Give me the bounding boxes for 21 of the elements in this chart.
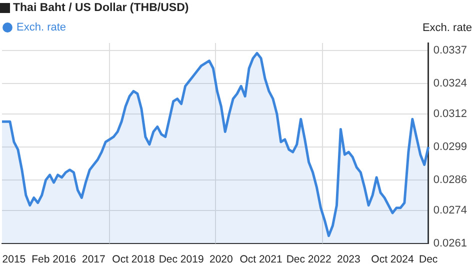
legend-label: Exch. rate	[16, 22, 66, 34]
x-tick-label: 2015	[2, 254, 26, 266]
x-tick-label: 2020	[209, 254, 233, 266]
x-tick-label: Dec	[419, 254, 438, 266]
y-tick-label: 0.0337	[433, 44, 468, 57]
x-tick-label: Oct 2021	[240, 254, 282, 266]
y-tick-label: 0.0274	[433, 204, 468, 216]
y-tick-label: 0.0324	[433, 78, 468, 90]
x-tick-label: 2017	[82, 254, 106, 266]
y-tick-label: 0.0286	[433, 174, 468, 186]
x-tick-label: Feb 2016	[32, 254, 76, 266]
x-tick-label: Dec 2019	[158, 254, 204, 266]
x-tick-label: Oct 2024	[371, 254, 414, 266]
y-axis-title: Exch. rate	[422, 22, 472, 34]
y-tick-label: 0.0261	[433, 237, 468, 250]
y-tick-label: 0.0312	[433, 108, 468, 120]
x-tick-label: Oct 2018	[112, 254, 155, 266]
y-tick-label: 0.0299	[433, 141, 468, 154]
x-tick-label: Dec 2022	[286, 254, 332, 266]
x-tick-label: 2023	[336, 254, 360, 266]
chart-title: Thai Baht / US Dollar (THB/USD)	[13, 2, 189, 14]
